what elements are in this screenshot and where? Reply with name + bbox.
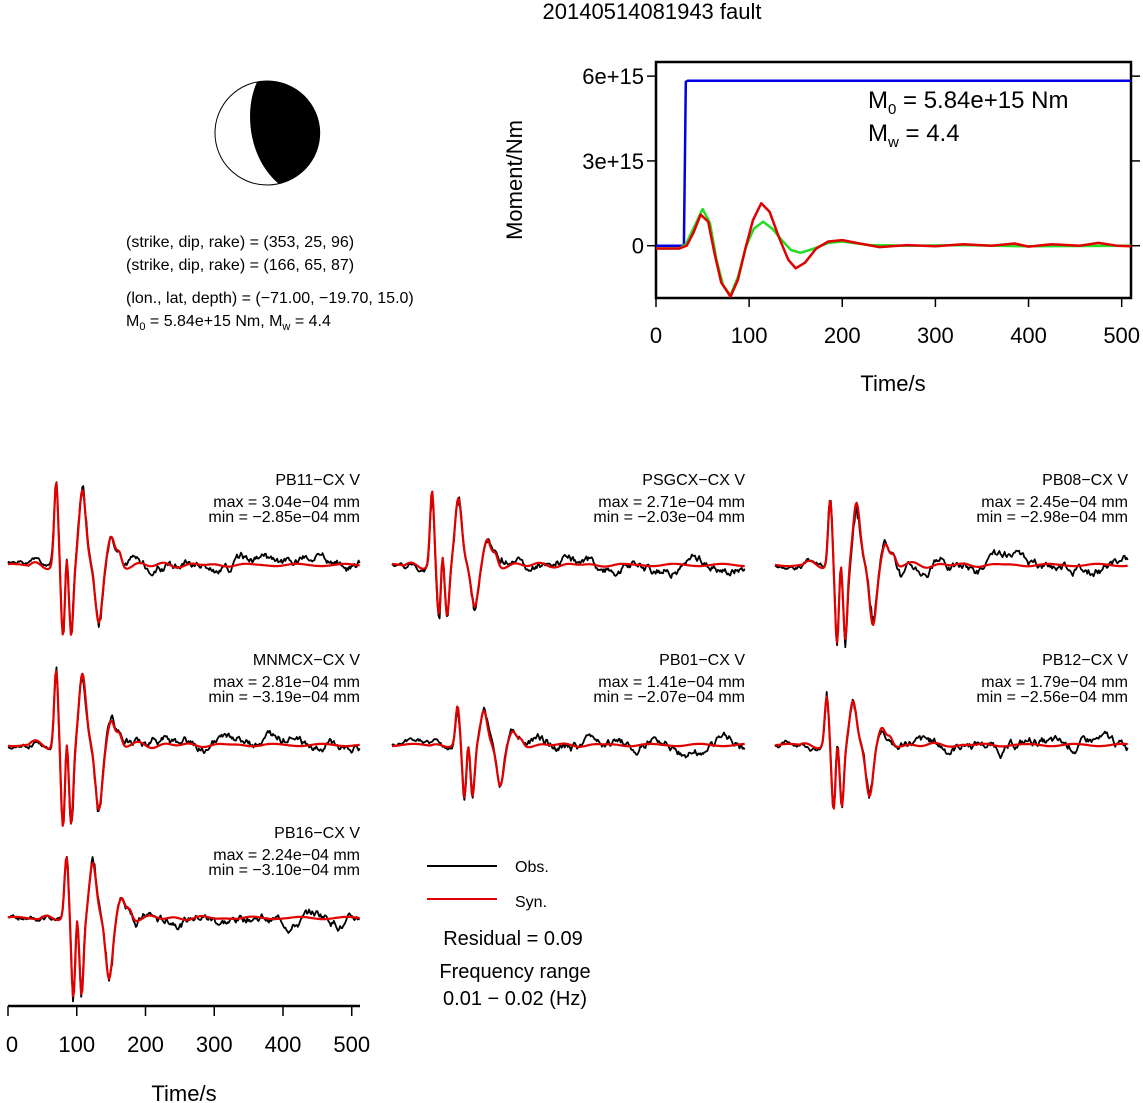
moment-xtick-label: 300 bbox=[917, 323, 954, 348]
moment-series-blue bbox=[656, 79, 1131, 247]
waveform-xtick-label: 500 bbox=[333, 1032, 370, 1057]
nodal-plane-2: (strike, dip, rake) = (166, 65, 87) bbox=[126, 257, 354, 274]
station-name: PB01−CX V bbox=[659, 652, 745, 669]
figure-title: 20140514081943 fault bbox=[543, 0, 762, 24]
station-name: MNMCX−CX V bbox=[253, 652, 360, 669]
moment-xtick-label: 200 bbox=[824, 323, 861, 348]
waveform-synthetic bbox=[391, 705, 745, 799]
moment-magnitude-info: M0 = 5.84e+15 Nm, Mw = 4.4 bbox=[126, 313, 331, 333]
waveform-synthetic bbox=[774, 695, 1128, 810]
waveform-xtick-label: 300 bbox=[196, 1032, 233, 1057]
station-min: min = −2.56e−04 mm bbox=[976, 689, 1128, 706]
residual-label: Residual = 0.09 bbox=[443, 928, 583, 950]
moment-xtick-label: 400 bbox=[1010, 323, 1047, 348]
station-name: PB16−CX V bbox=[274, 825, 360, 842]
station-name: PSGCX−CX V bbox=[642, 472, 745, 489]
station-max: max = 1.41e−04 mm bbox=[598, 674, 745, 691]
station-name: PB12−CX V bbox=[1042, 652, 1128, 669]
legend-obs-label: Obs. bbox=[515, 859, 549, 876]
station-name: PB08−CX V bbox=[1042, 472, 1128, 489]
station-min: min = −2.98e−04 mm bbox=[976, 509, 1128, 526]
legend-syn-label: Syn. bbox=[515, 894, 547, 911]
waveform-legend: Obs. Syn. bbox=[427, 859, 549, 911]
station-max: max = 2.45e−04 mm bbox=[981, 494, 1128, 511]
station-max: max = 2.71e−04 mm bbox=[598, 494, 745, 511]
station-max: max = 2.24e−04 mm bbox=[213, 847, 360, 864]
waveform-xtick-label: 400 bbox=[265, 1032, 302, 1057]
waveform-synthetic bbox=[7, 669, 360, 827]
frequency-range-label: Frequency range bbox=[439, 961, 590, 983]
beachball-compression-lobe bbox=[250, 80, 321, 184]
moment-ytick-label: 6e+15 bbox=[582, 64, 644, 89]
station-max: max = 3.04e−04 mm bbox=[213, 494, 360, 511]
station-max: max = 1.79e−04 mm bbox=[981, 674, 1128, 691]
focal-mechanism-beachball bbox=[214, 80, 321, 186]
moment-ytick-label: 3e+15 bbox=[582, 149, 644, 174]
moment-ylabel: Moment/Nm bbox=[502, 120, 527, 240]
moment-annotation-mw: Mw = 4.4 bbox=[868, 120, 960, 151]
moment-series-green bbox=[656, 207, 1132, 297]
moment-rate-plot: 0 100 200 300 400 500 0 3e+15 6e+15 Moment/Nm Ti… bbox=[502, 60, 1140, 396]
waveform-xtick-label: 200 bbox=[127, 1032, 164, 1057]
source-info: (strike, dip, rake) = (353, 25, 96) (str… bbox=[126, 234, 414, 333]
station-min: min = −3.10e−04 mm bbox=[208, 862, 360, 879]
station-min: min = −2.07e−04 mm bbox=[593, 689, 745, 706]
moment-xtick-label: 100 bbox=[731, 323, 768, 348]
waveform-synthetic bbox=[7, 481, 360, 636]
waveform-axis-ticks: 0 100 200 300 400 500 bbox=[6, 1006, 370, 1057]
waveform-synthetic bbox=[774, 499, 1128, 644]
moment-axis-ticks: 0 100 200 300 400 500 0 3e+15 6e+15 bbox=[582, 64, 1140, 348]
frequency-range-value: 0.01 − 0.02 (Hz) bbox=[443, 988, 587, 1010]
moment-series bbox=[656, 79, 1132, 298]
waveform-synthetic bbox=[7, 856, 360, 998]
moment-xtick-label: 0 bbox=[650, 323, 662, 348]
waveform-xlabel: Time/s bbox=[151, 1081, 216, 1103]
waveform-xtick-label: 100 bbox=[58, 1032, 95, 1057]
station-min: min = −3.19e−04 mm bbox=[208, 689, 360, 706]
moment-ytick-label: 0 bbox=[632, 234, 644, 259]
waveform-observed bbox=[391, 706, 746, 801]
station-max: max = 2.81e−04 mm bbox=[213, 674, 360, 691]
waveform-time-axis: 0 100 200 300 400 500 Time/s bbox=[6, 1004, 370, 1103]
hypocenter-location: (lon., lat, depth) = (−71.00, −19.70, 15… bbox=[126, 290, 414, 307]
moment-series-red bbox=[656, 202, 1132, 298]
station-name: PB11−CX V bbox=[275, 472, 360, 489]
station-min: min = −2.03e−04 mm bbox=[593, 509, 745, 526]
nodal-plane-1: (strike, dip, rake) = (353, 25, 96) bbox=[126, 234, 354, 251]
moment-xlabel: Time/s bbox=[860, 371, 925, 396]
moment-plot-frame bbox=[654, 60, 1133, 300]
moment-annotation-m0: M0 = 5.84e+15 Nm bbox=[868, 87, 1068, 118]
moment-xtick-label: 500 bbox=[1103, 323, 1140, 348]
station-min: min = −2.85e−04 mm bbox=[208, 509, 360, 526]
waveform-xtick-label: 0 bbox=[6, 1032, 18, 1057]
waveform-synthetic bbox=[391, 490, 745, 617]
